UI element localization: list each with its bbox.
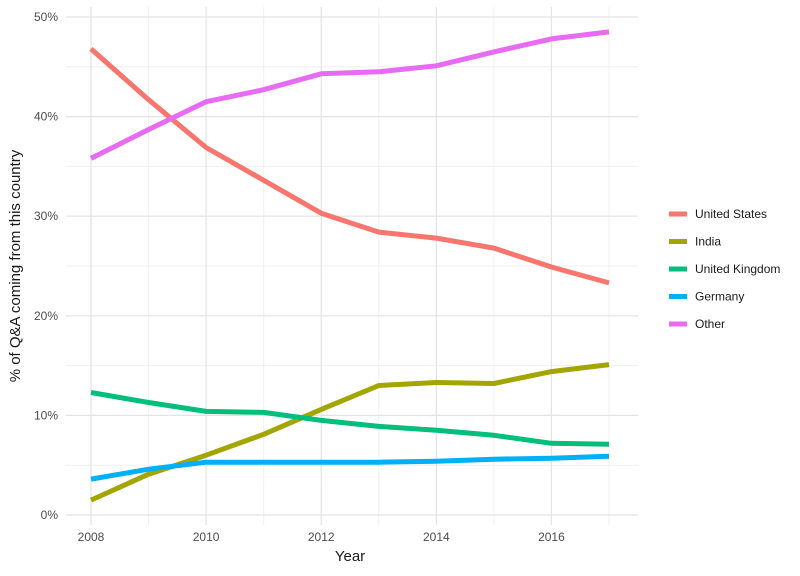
legend-label-india: India — [695, 235, 721, 249]
x-axis-title: Year — [335, 548, 365, 565]
series-line-united-states — [89, 47, 610, 286]
x-tick-label: 2012 — [308, 530, 335, 544]
x-tick-label: 2010 — [193, 530, 220, 544]
legend-label-united-states: United States — [695, 207, 767, 221]
series-line-germany — [90, 453, 610, 482]
y-tick-label: 40% — [34, 110, 58, 124]
legend-label-germany: Germany — [695, 290, 744, 304]
y-tick-label: 30% — [34, 209, 58, 223]
legend-label-other: Other — [695, 317, 725, 331]
y-tick-label: 0% — [41, 508, 59, 522]
grid — [66, 7, 638, 525]
series-lines — [89, 29, 610, 503]
tick-labels: 0% 10% 20% 30% 40% 50% 2008 2010 2012 2014 2016 — [34, 10, 565, 544]
x-tick-label: 2014 — [423, 530, 450, 544]
series-line-india — [89, 362, 610, 503]
legend: United States India United Kingdom Germany O… — [669, 207, 780, 331]
x-tick-label: 2008 — [78, 530, 105, 544]
x-tick-label: 2016 — [538, 530, 565, 544]
y-tick-label: 20% — [34, 309, 58, 323]
legend-label-united-kingdom: United Kingdom — [695, 262, 780, 276]
series-line-united-kingdom — [90, 390, 610, 447]
series-line-other — [89, 29, 610, 161]
y-tick-label: 10% — [34, 408, 58, 422]
y-axis-title: % of Q&A coming from this country — [7, 149, 24, 382]
y-tick-label: 50% — [34, 10, 58, 24]
